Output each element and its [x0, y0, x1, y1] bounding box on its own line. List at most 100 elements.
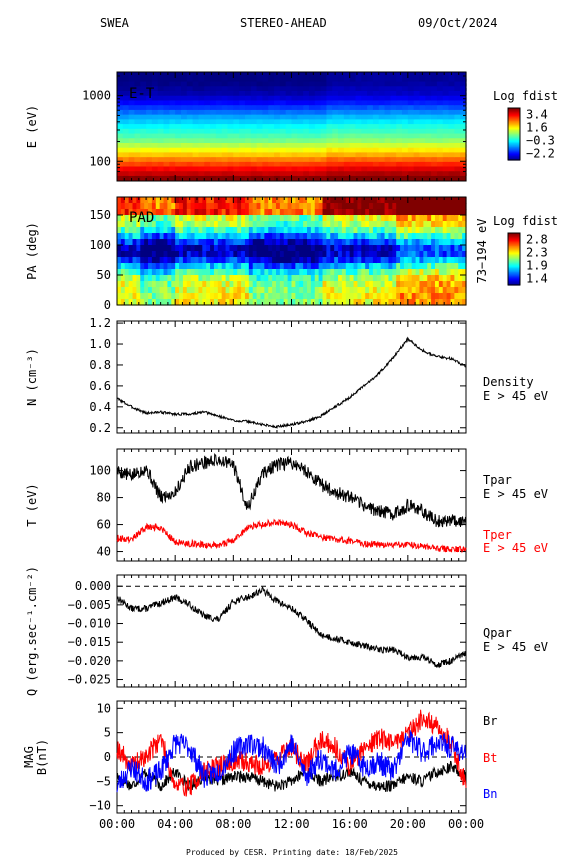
pad-cell	[438, 287, 444, 294]
pad-cell	[217, 251, 223, 258]
et-colorbar-cell	[508, 122, 520, 125]
et-cell	[140, 149, 147, 158]
et-cell	[396, 173, 403, 182]
et-cell	[367, 72, 374, 82]
et-cell	[157, 102, 165, 110]
x-tick-label: 08:00	[215, 817, 251, 831]
et-cell	[396, 72, 403, 82]
et-cell	[349, 149, 357, 158]
et-cell	[268, 111, 275, 120]
pad-cell	[392, 299, 397, 306]
mag-series-name-bn: Bn	[483, 787, 497, 801]
pad-cell	[151, 263, 157, 270]
et-colorbar-cell	[508, 108, 520, 110]
pad-cell	[155, 263, 161, 270]
et-cell	[180, 144, 188, 153]
pad-cell	[210, 269, 215, 276]
et-cell	[122, 159, 130, 167]
pad-cell	[334, 293, 339, 300]
pad-cell	[442, 275, 448, 282]
et-cell	[419, 88, 426, 96]
et-cell	[425, 159, 432, 167]
et-cell	[343, 78, 351, 87]
et-cell	[367, 168, 374, 176]
pad-cell	[361, 299, 366, 306]
et-cell	[227, 111, 234, 120]
et-cell	[274, 125, 281, 134]
et-cell	[221, 125, 229, 134]
et-cell	[297, 149, 304, 158]
et-cell	[274, 83, 281, 92]
pad-colorbar-cell	[508, 268, 520, 270]
pad-cell	[179, 245, 184, 252]
pad-cell	[400, 251, 405, 258]
et-cell	[244, 102, 252, 110]
density-frame	[116, 320, 467, 434]
et-cell	[384, 140, 391, 148]
et-cell	[134, 140, 141, 148]
pad-cell	[314, 215, 320, 222]
heatflux-y-tick-label: −0.020	[68, 654, 111, 668]
et-cell	[402, 116, 409, 125]
et-cell	[262, 97, 269, 106]
et-cell	[198, 78, 205, 87]
et-cell	[402, 107, 409, 115]
et-cell	[268, 130, 275, 139]
et-colorbar-cell	[508, 132, 520, 135]
pad-cell	[140, 275, 145, 282]
pad-cell	[361, 239, 366, 246]
pad-cell	[140, 209, 145, 216]
et-cell	[274, 168, 281, 176]
et-cell	[274, 102, 281, 110]
pad-cell	[388, 287, 393, 294]
pad-cell	[264, 257, 269, 264]
pad-cell	[283, 287, 289, 294]
et-cell	[448, 130, 455, 139]
pad-cell	[392, 197, 397, 204]
pad-cell	[361, 209, 366, 216]
pad-cell	[132, 221, 137, 228]
et-cell	[361, 88, 368, 96]
density-y-tick-label: 0.6	[89, 379, 111, 393]
pad-cell	[252, 209, 258, 216]
pad-cell	[353, 275, 359, 282]
pad-cell	[299, 293, 304, 300]
et-colorbar-cell	[508, 111, 520, 114]
et-cell	[402, 125, 409, 134]
pad-cell	[434, 203, 440, 210]
pad-cell	[369, 215, 374, 222]
pad-cell	[202, 197, 207, 204]
et-cell	[274, 149, 281, 158]
pad-cell	[144, 239, 149, 246]
pad-cell	[349, 239, 355, 246]
pad-cell	[372, 227, 378, 234]
pad-cell	[225, 227, 231, 234]
et-cell	[186, 107, 194, 115]
pad-cell	[446, 209, 452, 216]
pad-cell	[396, 263, 401, 270]
et-cell	[413, 83, 421, 92]
temperature-y-tick-label: 80	[97, 491, 111, 505]
et-cell	[372, 88, 380, 96]
pad-cell	[326, 299, 331, 306]
pad-cell	[434, 269, 440, 276]
et-cell	[140, 130, 147, 139]
et-cell	[308, 159, 316, 167]
pad-cell	[423, 287, 428, 294]
pad-cell	[295, 197, 300, 204]
pad-cell	[345, 287, 351, 294]
pad-cell	[117, 227, 122, 234]
et-cell	[436, 83, 444, 92]
pad-cell	[252, 245, 258, 252]
pad-cell	[241, 245, 246, 252]
pad-cell	[260, 287, 265, 294]
et-cell	[343, 72, 351, 82]
pad-cell	[431, 215, 436, 222]
et-cell	[169, 111, 176, 120]
pad-cell	[407, 233, 413, 240]
pad-cell	[144, 293, 149, 300]
pad-cell	[155, 215, 161, 222]
et-cell	[297, 163, 304, 172]
et-cell	[279, 144, 287, 153]
pad-cell	[411, 257, 417, 264]
